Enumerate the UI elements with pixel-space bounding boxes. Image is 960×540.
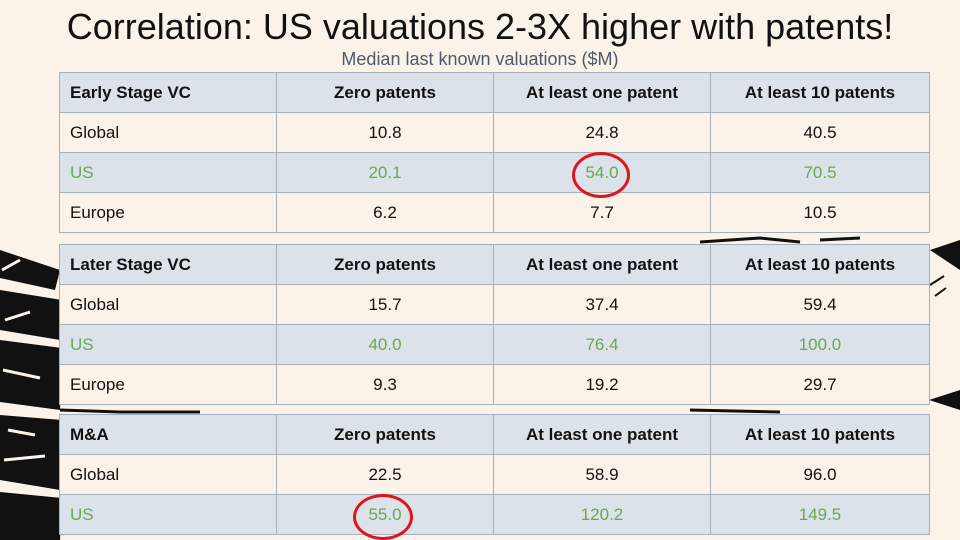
table-early-stage-vc: Early Stage VC Zero patents At least one… bbox=[59, 72, 930, 233]
table-row: US 55.0 120.2 149.5 bbox=[59, 494, 930, 535]
table-m-and-a: M&A Zero patents At least one patent At … bbox=[59, 414, 930, 535]
header-cell: At least 10 patents bbox=[710, 72, 930, 113]
table-row: Global 22.5 58.9 96.0 bbox=[59, 454, 930, 495]
highlight-circle-us-early-one-patent bbox=[572, 152, 630, 198]
table-later-stage-vc: Later Stage VC Zero patents At least one… bbox=[59, 244, 930, 405]
table-cell: 149.5 bbox=[710, 494, 930, 535]
table-header-row: M&A Zero patents At least one patent At … bbox=[59, 414, 930, 455]
table-cell: 9.3 bbox=[276, 364, 494, 405]
table-row: Global 15.7 37.4 59.4 bbox=[59, 284, 930, 325]
header-cell: Later Stage VC bbox=[59, 244, 277, 285]
table-cell: 7.7 bbox=[493, 192, 711, 233]
table-cell: 40.0 bbox=[276, 324, 494, 365]
header-cell: At least 10 patents bbox=[710, 244, 930, 285]
table-cell: 40.5 bbox=[710, 112, 930, 153]
header-cell: Zero patents bbox=[276, 72, 494, 113]
table-row: Global 10.8 24.8 40.5 bbox=[59, 112, 930, 153]
table-cell: 29.7 bbox=[710, 364, 930, 405]
highlight-circle-us-ma-zero-patents bbox=[353, 494, 413, 540]
header-cell: At least one patent bbox=[493, 244, 711, 285]
table-row: US 20.1 54.0 70.5 bbox=[59, 152, 930, 193]
table-cell: 58.9 bbox=[493, 454, 711, 495]
header-cell: M&A bbox=[59, 414, 277, 455]
header-cell: Zero patents bbox=[276, 244, 494, 285]
row-label: Europe bbox=[59, 192, 277, 233]
row-label: US bbox=[59, 324, 277, 365]
row-label: Global bbox=[59, 454, 277, 495]
table-cell: 20.1 bbox=[276, 152, 494, 193]
table-header-row: Early Stage VC Zero patents At least one… bbox=[59, 72, 930, 113]
table-cell: 10.5 bbox=[710, 192, 930, 233]
brush-stroke-decoration bbox=[0, 236, 960, 540]
table-cell: 24.8 bbox=[493, 112, 711, 153]
table-row: US 40.0 76.4 100.0 bbox=[59, 324, 930, 365]
row-label: Global bbox=[59, 284, 277, 325]
table-header-row: Later Stage VC Zero patents At least one… bbox=[59, 244, 930, 285]
page-title: Correlation: US valuations 2-3X higher w… bbox=[66, 6, 894, 47]
table-cell: 22.5 bbox=[276, 454, 494, 495]
row-label: Europe bbox=[59, 364, 277, 405]
table-cell: 70.5 bbox=[710, 152, 930, 193]
row-label: Global bbox=[59, 112, 277, 153]
page-subtitle: Median last known valuations ($M) bbox=[341, 49, 619, 69]
table-cell: 96.0 bbox=[710, 454, 930, 495]
table-cell: 15.7 bbox=[276, 284, 494, 325]
table-cell: 120.2 bbox=[493, 494, 711, 535]
table-row: Europe 9.3 19.2 29.7 bbox=[59, 364, 930, 405]
table-cell: 76.4 bbox=[493, 324, 711, 365]
table-cell: 10.8 bbox=[276, 112, 494, 153]
table-cell: 59.4 bbox=[710, 284, 930, 325]
table-cell: 6.2 bbox=[276, 192, 494, 233]
table-cell: 100.0 bbox=[710, 324, 930, 365]
table-row: Europe 6.2 7.7 10.5 bbox=[59, 192, 930, 233]
header-cell: At least one patent bbox=[493, 414, 711, 455]
table-cell: 37.4 bbox=[493, 284, 711, 325]
row-label: US bbox=[59, 494, 277, 535]
table-cell: 19.2 bbox=[493, 364, 711, 405]
header-cell: At least 10 patents bbox=[710, 414, 930, 455]
header-cell: At least one patent bbox=[493, 72, 711, 113]
header-cell: Early Stage VC bbox=[59, 72, 277, 113]
header-cell: Zero patents bbox=[276, 414, 494, 455]
row-label: US bbox=[59, 152, 277, 193]
